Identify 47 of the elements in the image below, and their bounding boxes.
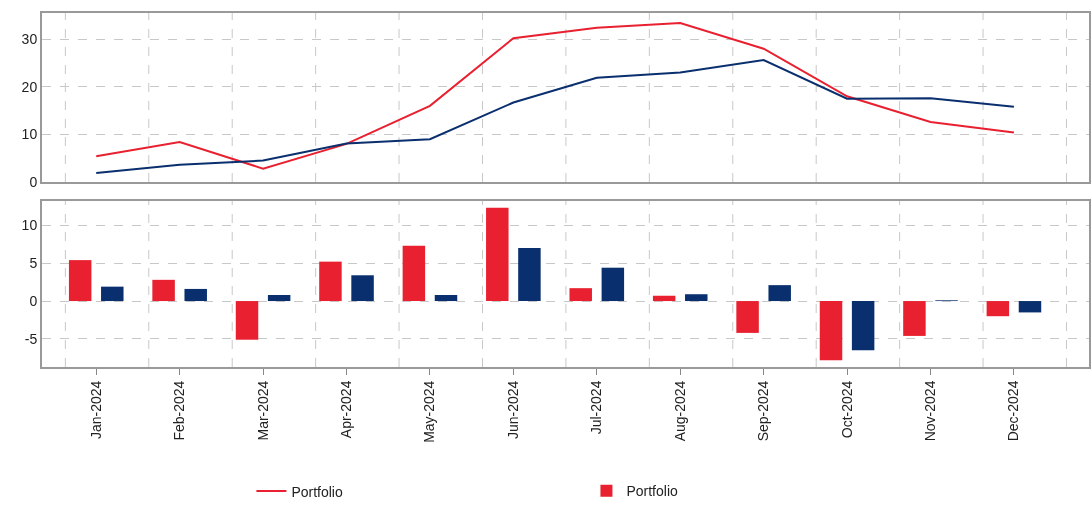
x-tick-label: Feb-2024 — [171, 380, 188, 441]
x-tick-label: Aug-2024 — [671, 380, 688, 442]
y-tick-label: 5 — [29, 255, 38, 272]
y-tick-label: 10 — [21, 217, 38, 234]
bar — [68, 260, 92, 302]
bar — [235, 301, 259, 340]
x-tick-label: Oct-2024 — [838, 380, 855, 439]
legend-label: Portfolio — [291, 483, 343, 500]
y-tick-label: 10 — [21, 126, 38, 143]
bar — [685, 294, 708, 302]
bar — [903, 301, 926, 336]
x-tick-label: Jun-2024 — [504, 380, 521, 439]
bar — [569, 288, 592, 302]
bar — [736, 301, 759, 333]
y-tick-label: -5 — [24, 330, 38, 347]
x-tick-label: Mar-2024 — [254, 380, 271, 441]
bar — [486, 207, 509, 302]
y-tick-label: 20 — [21, 78, 38, 95]
bar — [184, 288, 207, 302]
bar — [1018, 301, 1042, 313]
bar — [986, 301, 1010, 317]
bar — [351, 275, 374, 302]
x-tick-label: Jan-2024 — [87, 380, 104, 439]
bar — [819, 301, 843, 361]
line-series — [95, 59, 1015, 174]
x-tick-label: Dec-2024 — [1005, 380, 1022, 442]
bar — [518, 248, 541, 302]
bar — [152, 279, 175, 302]
bar — [652, 295, 676, 302]
bar — [851, 301, 875, 351]
line-series — [95, 22, 1015, 170]
x-tick-label: Nov-2024 — [922, 380, 939, 442]
y-tick-label: 0 — [29, 292, 38, 309]
x-tick-label: May-2024 — [421, 380, 438, 443]
y-tick-label: 30 — [21, 31, 38, 48]
bar — [101, 286, 124, 302]
x-tick-label: Jul-2024 — [588, 380, 605, 435]
x-tick-label: Sep-2024 — [755, 380, 772, 442]
x-tick-label: Apr-2024 — [338, 380, 355, 439]
bar — [402, 245, 426, 302]
bar — [319, 261, 342, 302]
bar — [267, 294, 291, 302]
legend-label: Portfolio — [626, 483, 679, 500]
bar — [768, 285, 791, 302]
bar — [601, 267, 625, 302]
bar — [434, 294, 458, 302]
y-tick-label: 0 — [29, 173, 38, 190]
